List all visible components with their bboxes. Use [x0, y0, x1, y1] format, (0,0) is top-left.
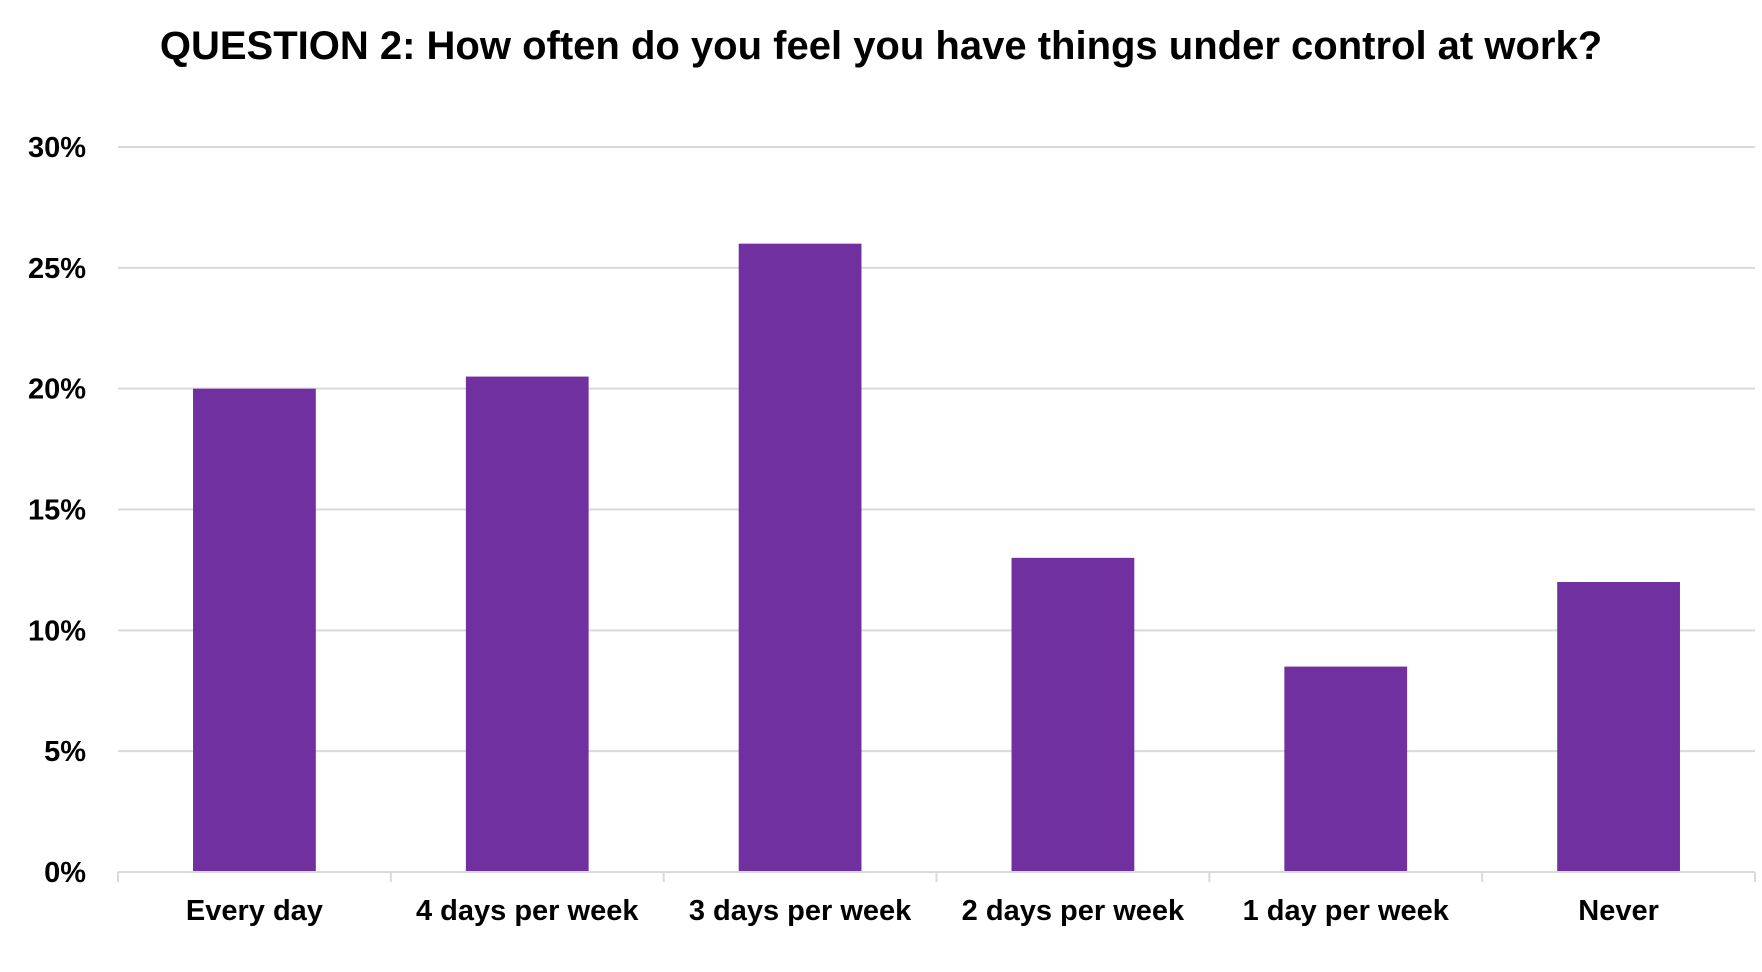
bars: [193, 243, 1680, 872]
y-tick-label: 10%: [28, 615, 86, 647]
x-tick-label: 1 day per week: [1243, 895, 1450, 927]
x-tick-label: 4 days per week: [416, 895, 639, 927]
bar: [1557, 582, 1680, 872]
gridlines: [118, 146, 1755, 753]
x-tick-label: 2 days per week: [962, 895, 1185, 927]
y-tick-label: 25%: [28, 253, 86, 285]
chart-title: QUESTION 2: How often do you feel you ha…: [159, 24, 1603, 68]
y-tick-label: 0%: [44, 857, 86, 889]
x-tick-label: Never: [1578, 895, 1659, 927]
y-tick-label: 5%: [44, 736, 86, 768]
bar: [1011, 557, 1135, 872]
y-tick-label: 30%: [28, 132, 86, 164]
bar: [1284, 666, 1408, 872]
x-axis: [117, 871, 1756, 882]
x-tick-label: Every day: [186, 895, 323, 927]
x-tick-label: 3 days per week: [689, 895, 912, 927]
y-tick-label: 15%: [28, 495, 86, 527]
x-axis-tick-labels: Every day 4 days per week 3 days per week 2…: [186, 895, 1659, 927]
bar: [193, 388, 316, 872]
y-axis-tick-labels: 0% 5% 10% 15% 20% 25% 30%: [28, 132, 86, 889]
y-tick-label: 20%: [28, 374, 86, 406]
bar: [465, 376, 589, 872]
bar: [738, 243, 862, 872]
